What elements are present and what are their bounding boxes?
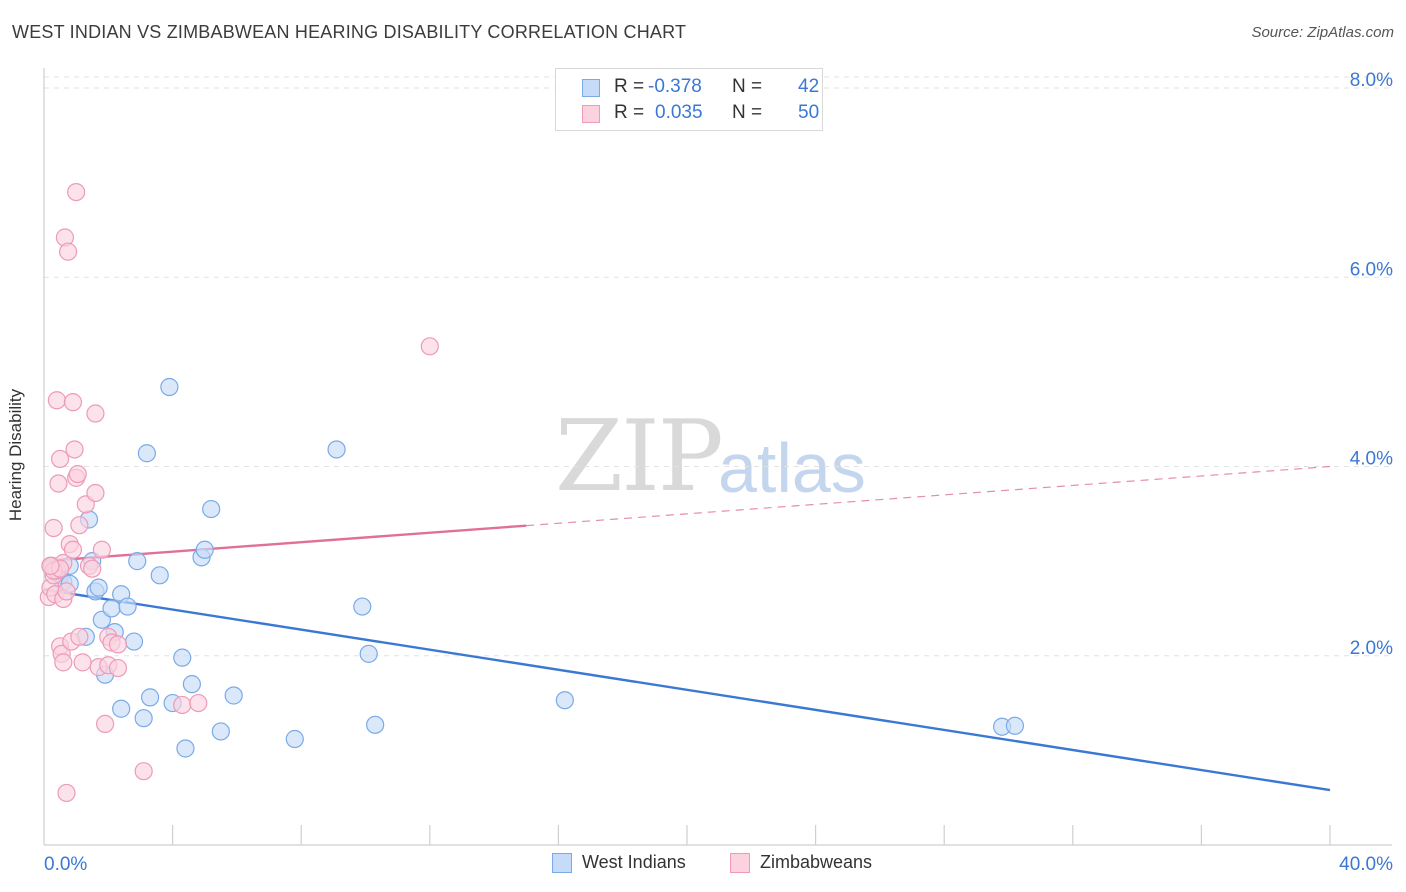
zimbabweans-point: [134, 762, 153, 781]
west-indians-trend-line: [43, 588, 1331, 792]
r-value: -0.378: [648, 76, 702, 97]
zimbabweans-swatch: [582, 105, 600, 123]
y-tick-label: 4.0%: [1350, 449, 1393, 470]
zimbabweans-point: [49, 474, 68, 493]
west-indians-point: [112, 699, 131, 718]
west-indians-point: [134, 709, 153, 728]
zimbabweans-point: [54, 653, 73, 672]
west-indians-point: [128, 552, 147, 571]
zimbabweans-point: [63, 393, 83, 412]
data-points: [39, 182, 1025, 803]
west-indians-point: [285, 729, 304, 749]
grid-lines: [44, 76, 1392, 657]
r-label: R =: [614, 76, 645, 97]
zimbabweans-point: [86, 404, 105, 423]
zimbabweans-point: [68, 464, 87, 484]
west-indians-point: [555, 691, 574, 710]
west-indians-point: [353, 597, 372, 616]
zimbabweans-point: [70, 627, 89, 646]
zimbabweans-point: [86, 483, 105, 503]
west-indians-point: [211, 722, 230, 741]
zimbabweans-point: [41, 556, 60, 575]
x-tick-label: 40.0%: [1339, 854, 1393, 875]
legend-label: West Indians: [582, 852, 686, 872]
zimbabweans-legend-swatch: [730, 853, 750, 873]
west-indians-point: [150, 566, 169, 585]
trend-lines: [43, 465, 1331, 792]
chart-title: WEST INDIAN VS ZIMBABWEAN HEARING DISABI…: [12, 22, 687, 42]
source-label: Source: ZipAtlas.com: [1251, 24, 1394, 41]
west-indians-point: [160, 377, 179, 397]
watermark-atlas: atlas: [718, 429, 866, 507]
west-indians-point: [195, 540, 214, 559]
y-tick-label: 2.0%: [1350, 638, 1393, 659]
zimbabweans-point: [57, 582, 76, 601]
n-value: 50: [798, 102, 820, 123]
zimbabweans-point: [108, 635, 128, 654]
west-indians-swatch: [582, 79, 600, 97]
n-label: N =: [732, 102, 763, 123]
west-indians-point: [173, 648, 192, 667]
tick-labels: 2.0% 4.0% 6.0% 8.0% 0.0% 40.0%: [44, 70, 1393, 875]
zimbabweans-point: [95, 714, 115, 733]
zimbabweans-trend-line: [43, 524, 527, 563]
y-axis-label: Hearing Disability: [6, 388, 25, 522]
zimbabweans-point: [420, 337, 439, 356]
zimbabweans-point: [65, 440, 84, 459]
west-indians-point: [359, 644, 378, 663]
zimbabweans-point: [108, 658, 128, 678]
west-indians-legend-swatch: [552, 853, 572, 873]
west-indians-point: [182, 675, 201, 694]
zimbabweans-point: [47, 391, 66, 410]
zimbabweans-point: [189, 693, 208, 713]
watermark-zip: ZIP: [555, 400, 724, 514]
y-tick-label: 8.0%: [1350, 70, 1393, 91]
legend-label: Zimbabweans: [760, 852, 873, 872]
zimbabweans-point: [67, 182, 86, 202]
zimbabweans-point: [63, 540, 83, 559]
west-indians-point: [1005, 716, 1025, 735]
zimbabweans-point: [59, 242, 78, 261]
west-indians-point: [327, 440, 346, 459]
west-indians-point: [137, 444, 156, 463]
west-indians-point: [366, 715, 385, 734]
zimbabweans-point: [57, 783, 76, 803]
zimbabweans-point: [70, 516, 89, 535]
zimbabweans-point: [173, 695, 192, 715]
west-indians-point: [202, 499, 221, 519]
west-indians-point: [140, 688, 160, 707]
zimbabweans-point: [83, 559, 102, 578]
zimbabweans-point: [50, 449, 70, 469]
stats-legend-box: R = -0.378 N = 42 R = 0.035 N = 50: [555, 68, 823, 131]
x-tick-label: 0.0%: [44, 854, 87, 875]
west-indians-point: [224, 686, 243, 705]
n-value: 42: [798, 76, 820, 97]
zimbabweans-point: [44, 518, 63, 538]
y-tick-label: 6.0%: [1350, 259, 1393, 280]
west-indians-point: [176, 739, 195, 758]
zimbabweans-point: [92, 540, 111, 559]
zimbabweans-trend-line-extension: [526, 465, 1331, 527]
west-indians-point: [118, 597, 137, 616]
r-value: 0.035: [655, 102, 703, 123]
axes: [43, 68, 1392, 846]
zimbabweans-point: [73, 653, 92, 672]
r-label: R =: [614, 102, 645, 123]
west-indians-point: [89, 578, 108, 597]
n-label: N =: [732, 76, 763, 97]
west-indians-point: [124, 632, 144, 651]
